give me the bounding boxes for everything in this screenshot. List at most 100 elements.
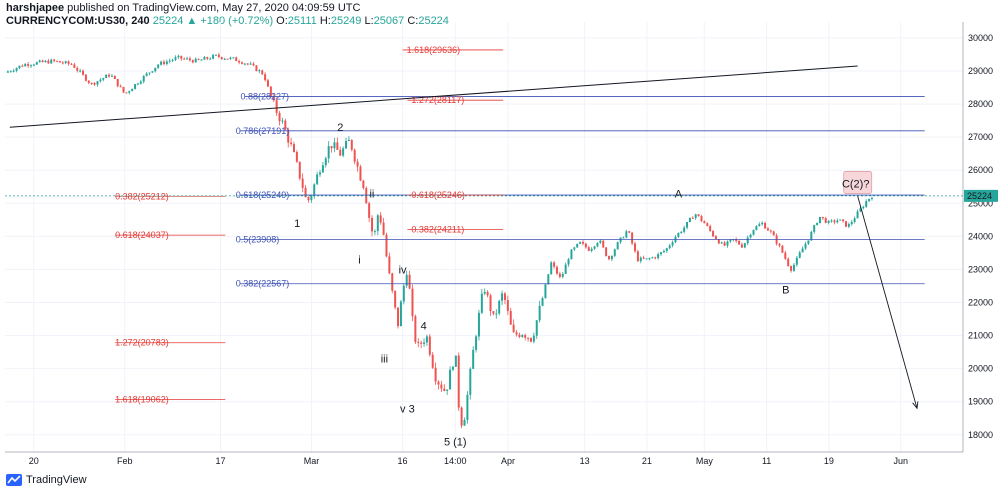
candle-body [391, 273, 394, 291]
candle-body [472, 349, 475, 369]
candle-body [764, 222, 767, 229]
time-axis[interactable]: 20 Feb 17 Mar 16 14:00 Apr 13 21 May 11 19 Jun [5, 451, 963, 466]
candle-body [581, 241, 584, 244]
candle-body [73, 64, 76, 68]
candle-body [766, 228, 769, 231]
candle-body [443, 388, 446, 391]
candle-body [414, 316, 417, 342]
candle-body [856, 211, 859, 219]
candle-body [446, 389, 449, 391]
candle-body [342, 148, 345, 156]
candle-body [466, 394, 469, 420]
candle-body [345, 141, 348, 149]
wave-label: C(2)? [842, 178, 870, 190]
candle-body [394, 290, 397, 308]
candle-body [102, 78, 105, 80]
candle-body [417, 341, 420, 343]
candle-body [142, 75, 145, 82]
candle-body [576, 243, 579, 248]
candle-body [824, 218, 827, 223]
fib-level-label: 1.618(19062) [115, 395, 169, 405]
candle-body [269, 86, 272, 97]
candle-body [686, 222, 689, 228]
candle-body [307, 197, 310, 201]
candle-body [151, 71, 154, 73]
author-name[interactable]: harshjapee [6, 2, 65, 14]
candle-body [330, 146, 333, 149]
candle-body [665, 248, 668, 252]
candle-body [319, 172, 322, 175]
fib-level-label: 0.382(22567) [236, 279, 290, 289]
candle-body [761, 222, 764, 225]
candle-body [677, 232, 680, 237]
candle-body [599, 240, 602, 243]
candle-body [35, 62, 38, 65]
candle-body [9, 71, 12, 73]
candle-body [214, 54, 217, 56]
candle-body [596, 242, 599, 247]
candle-body [671, 242, 674, 246]
candle-body [206, 57, 209, 59]
candle-body [402, 285, 405, 302]
candle-body [272, 96, 275, 101]
candle-body [425, 336, 428, 343]
candle-body [229, 57, 232, 59]
symbol-label[interactable]: CURRENCYCOM:US30, 240 [6, 15, 150, 27]
candle-body [506, 300, 509, 311]
candle-body [226, 58, 229, 60]
candle-body [769, 230, 772, 232]
candle-body [807, 240, 810, 244]
projection-arrow-line [857, 195, 918, 409]
candle-body [76, 67, 79, 71]
candle-body [645, 258, 648, 260]
candle-body [648, 258, 651, 260]
candle-body [801, 248, 804, 253]
candle-body [634, 243, 637, 252]
time-tick-label: Apr [501, 456, 515, 466]
candle-body [194, 58, 197, 63]
price-axis[interactable]: 18000 19000 20000 21000 22000 23000 24000 25000… [5, 22, 998, 452]
candle-body [587, 247, 590, 251]
candle-body [431, 354, 434, 368]
candle-body [781, 245, 784, 253]
candle-body [798, 252, 801, 258]
candle-body [717, 239, 720, 244]
candle-body [70, 63, 73, 65]
candle-body [642, 257, 645, 259]
candle-body [301, 178, 304, 188]
candle-body [82, 70, 85, 75]
candle-body [353, 149, 356, 162]
candle-body [544, 284, 547, 299]
candle-body [24, 63, 27, 67]
price-tick-label: 24000 [968, 231, 993, 241]
candle-body [865, 201, 868, 207]
candle-body [362, 180, 365, 189]
tradingview-footer[interactable]: TradingView [6, 474, 87, 486]
fib-level-label: 0.786(27191) [236, 126, 290, 136]
candle-body [712, 230, 715, 237]
candle-body [200, 59, 203, 61]
candle-body [139, 81, 142, 84]
candle-body [64, 61, 67, 64]
candle-body [336, 142, 339, 150]
candle-body [249, 63, 252, 65]
candle-body [379, 215, 382, 223]
last-price-tag [964, 189, 998, 202]
candle-body [113, 75, 116, 80]
candle-body [850, 221, 853, 225]
last-price-tag-label: 25224 [967, 191, 992, 201]
candle-body [639, 257, 642, 262]
candle-body [21, 65, 24, 67]
candle-body [316, 174, 319, 185]
fib-levels: 1.618(29636) 0.88(28227) 1.272(28117) 0.786… [115, 45, 925, 405]
candle-body [457, 355, 460, 408]
candle-body [579, 241, 582, 244]
author-line: harshjapee published on TradingView.com,… [6, 2, 449, 15]
fib-level-label: 0.5(23908) [236, 234, 280, 244]
symbol-line: CURRENCYCOM:US30, 240 25224 ▲ +180 (+0.7… [6, 15, 449, 28]
wave-label: B [782, 284, 789, 296]
candle-body [160, 61, 163, 65]
candle-body [827, 220, 830, 223]
candle-body [339, 149, 342, 156]
